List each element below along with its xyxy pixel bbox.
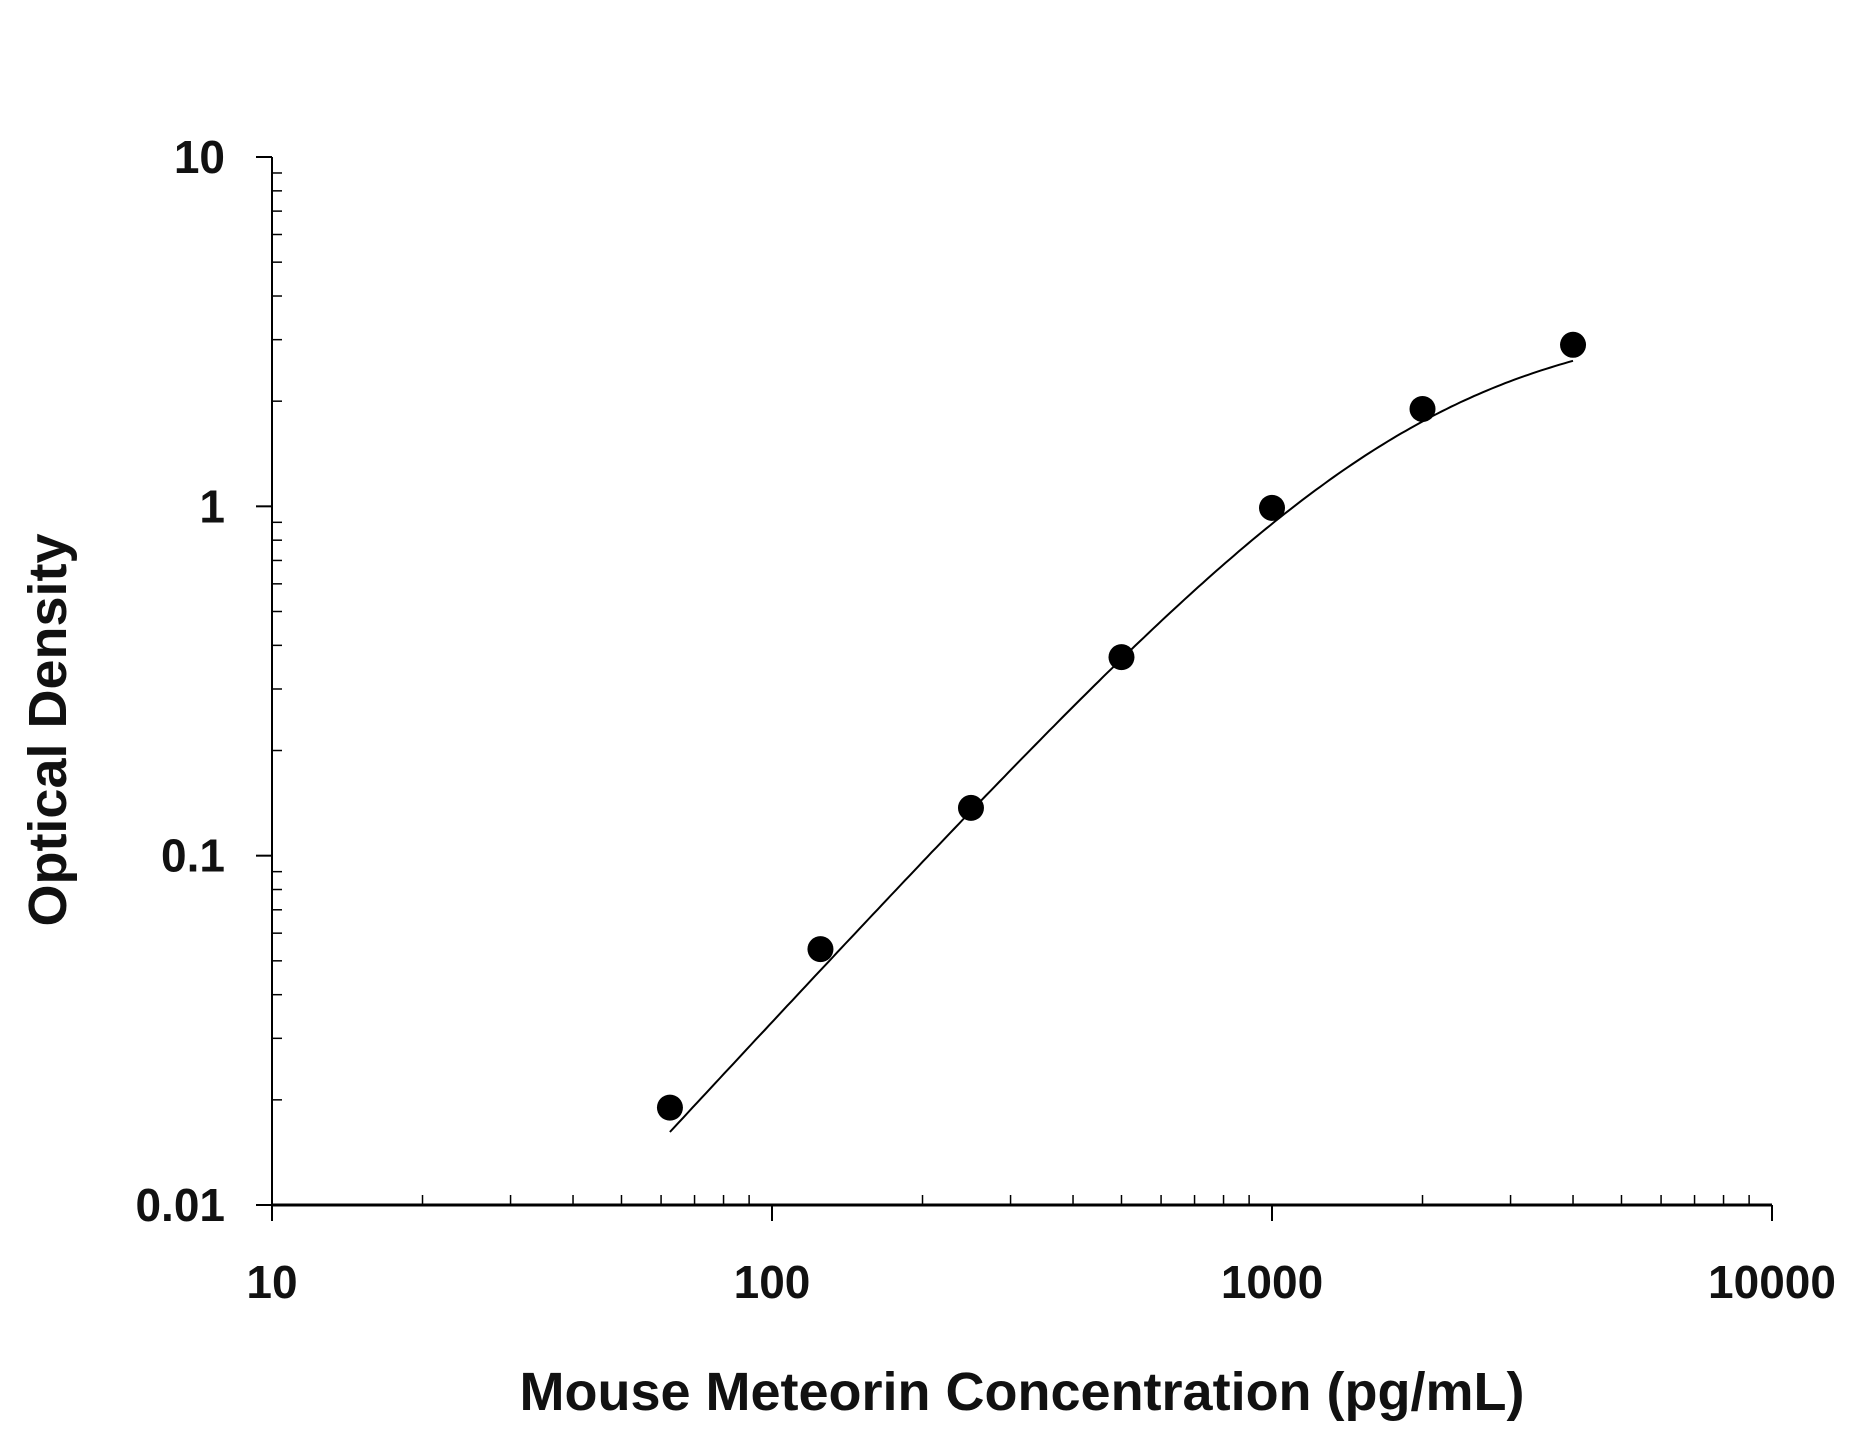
data-point: [1409, 395, 1436, 422]
data-point: [1560, 331, 1587, 358]
x-axis-title: Mouse Meteorin Concentration (pg/mL): [520, 1362, 1525, 1422]
axes: [256, 156, 1773, 1221]
y-tick-label: 1: [199, 480, 225, 532]
fit-curve: [669, 359, 1574, 1133]
data-points: [656, 331, 1587, 1121]
x-tick-label: 10: [246, 1256, 297, 1308]
data-point: [656, 1094, 683, 1121]
y-tick-label: 0.01: [135, 1179, 225, 1231]
data-point: [807, 936, 834, 963]
y-tick-labels: 0.01 0.1 1 10: [135, 131, 225, 1231]
x-tick-labels: 10 100 1000 10000: [246, 1256, 1836, 1308]
data-point: [1108, 644, 1135, 671]
y-tick-label: 0.1: [161, 830, 225, 882]
x-tick-label: 10000: [1708, 1256, 1836, 1308]
x-tick-label: 100: [734, 1256, 811, 1308]
y-axis-title: Optical Density: [18, 533, 78, 926]
x-tick-label: 1000: [1221, 1256, 1323, 1308]
data-point: [1259, 494, 1285, 521]
y-tick-label: 10: [174, 131, 225, 183]
data-point: [957, 794, 984, 821]
